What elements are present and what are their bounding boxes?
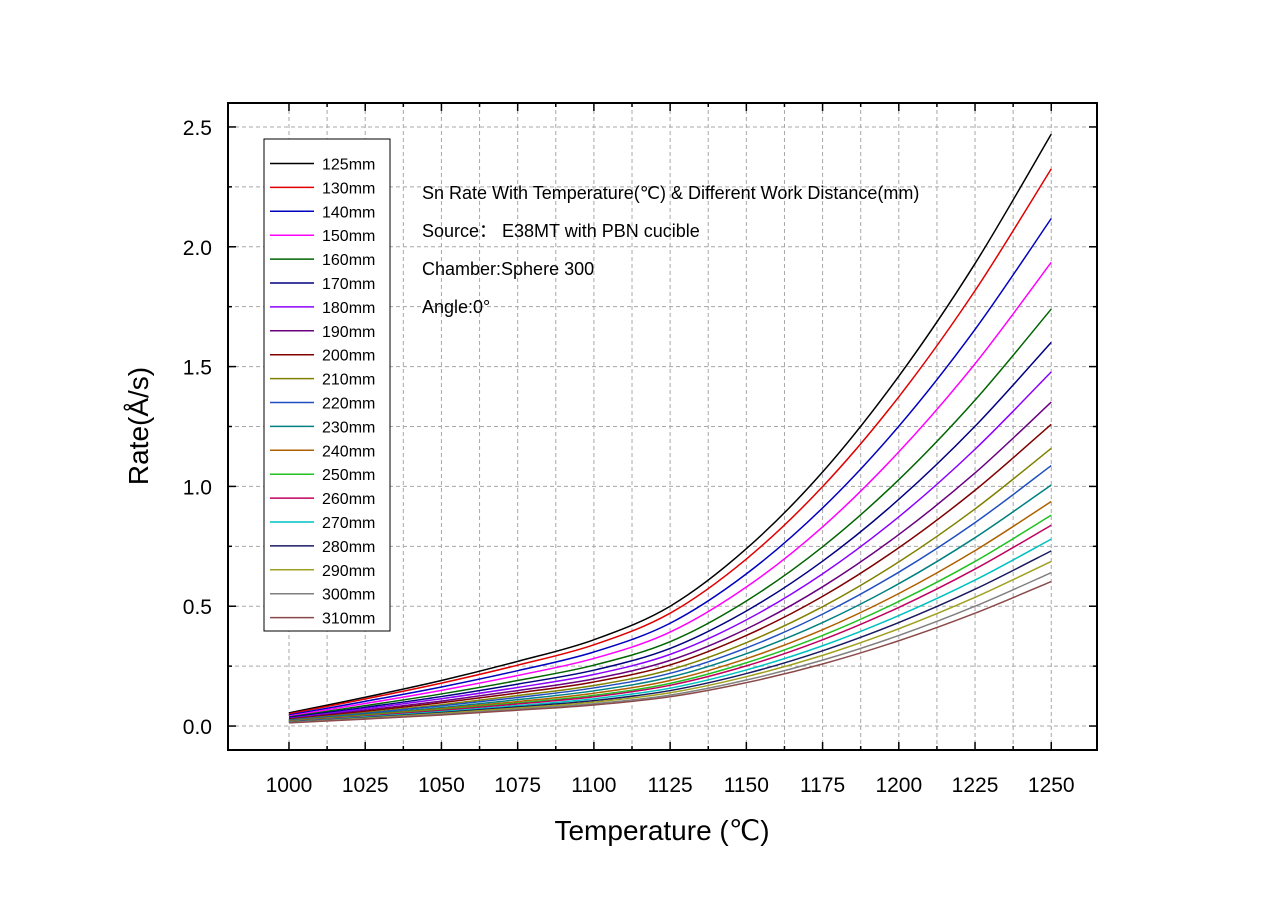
x-tick-label: 1125 (648, 774, 693, 797)
series-line-270mm (288, 538, 1052, 723)
series-line-170mm (288, 341, 1052, 719)
y-tick-label: 2.0 (183, 237, 212, 260)
y-tick-labels: 0.0 0.5 1.0 1.5 2.0 2.5 (183, 117, 212, 739)
y-tick-label: 1.0 (183, 476, 212, 499)
legend-label-230mm: 230mm (322, 419, 375, 436)
x-tick-label: 1200 (875, 774, 922, 797)
series-lines (288, 133, 1052, 724)
x-tick-label: 1100 (571, 774, 616, 797)
x-tick-labels: 1000 1025 1050 1075 1100 1125 1150 1175 1200 1225… (266, 774, 1075, 797)
series-line-290mm (288, 560, 1052, 724)
series-line-230mm (288, 484, 1052, 722)
x-tick-label: 1050 (418, 774, 465, 797)
annotation-angle: Angle:0° (422, 297, 490, 317)
legend-label-210mm: 210mm (322, 372, 375, 389)
legend-label-180mm: 180mm (322, 300, 375, 317)
legend-label-170mm: 170mm (322, 276, 375, 293)
legend-label-260mm: 260mm (322, 491, 375, 508)
annotation-chamber: Chamber:Sphere 300 (422, 259, 594, 279)
series-line-240mm (288, 500, 1052, 722)
x-tick-label: 1175 (800, 774, 845, 797)
legend: 125mm 130mm 140mm 150mm 160mm 170mm 180mm 190mm… (263, 138, 391, 632)
x-tick-label: 1225 (952, 774, 999, 797)
legend-label-200mm: 200mm (322, 348, 375, 365)
series-line-150mm (288, 261, 1052, 717)
legend-label-220mm: 220mm (322, 396, 375, 413)
legend-label-300mm: 300mm (322, 587, 375, 604)
y-axis-title: Rate(Å/s) (123, 367, 154, 485)
legend-label-190mm: 190mm (322, 324, 375, 341)
series-line-210mm (288, 447, 1052, 721)
grid-lines (228, 103, 1097, 750)
series-line-180mm (288, 371, 1052, 720)
x-tick-label: 1000 (266, 774, 313, 797)
annotation-source: Source： E38MT with PBN cucible (422, 221, 700, 241)
legend-label-125mm: 125mm (322, 157, 375, 174)
legend-label-160mm: 160mm (322, 252, 375, 269)
y-tick-label: 0.5 (183, 596, 212, 619)
legend-label-270mm: 270mm (322, 515, 375, 532)
legend-label-240mm: 240mm (322, 443, 375, 460)
x-tick-label: 1150 (724, 774, 769, 797)
x-tick-label: 1250 (1028, 774, 1075, 797)
legend-label-310mm: 310mm (322, 611, 375, 628)
legend-box (263, 138, 391, 632)
series-line-130mm (288, 168, 1052, 715)
legend-label-130mm: 130mm (322, 180, 375, 197)
series-line-125mm (288, 133, 1052, 714)
annotation-title: Sn Rate With Temperature(℃) & Different … (422, 183, 919, 203)
legend-label-140mm: 140mm (322, 204, 375, 221)
series-line-220mm (288, 464, 1052, 722)
legend-label-150mm: 150mm (322, 228, 375, 245)
legend-label-280mm: 280mm (322, 539, 375, 556)
legend-label-290mm: 290mm (322, 563, 375, 580)
x-tick-label: 1025 (342, 774, 389, 797)
annotations: Sn Rate With Temperature(℃) & Different … (422, 183, 919, 317)
series-line-310mm (288, 580, 1052, 724)
series-line-160mm (288, 308, 1052, 718)
axis-ticks (228, 103, 1097, 750)
y-tick-label: 0.0 (183, 716, 212, 739)
y-tick-label: 2.5 (183, 117, 212, 140)
x-tick-label: 1075 (494, 774, 541, 797)
legend-label-250mm: 250mm (322, 467, 375, 484)
y-tick-label: 1.5 (183, 357, 212, 380)
series-line-200mm (288, 423, 1052, 721)
series-line-190mm (288, 401, 1052, 720)
x-axis-title: Temperature (℃) (554, 815, 769, 846)
series-line-140mm (288, 218, 1052, 716)
series-line-260mm (288, 524, 1052, 723)
